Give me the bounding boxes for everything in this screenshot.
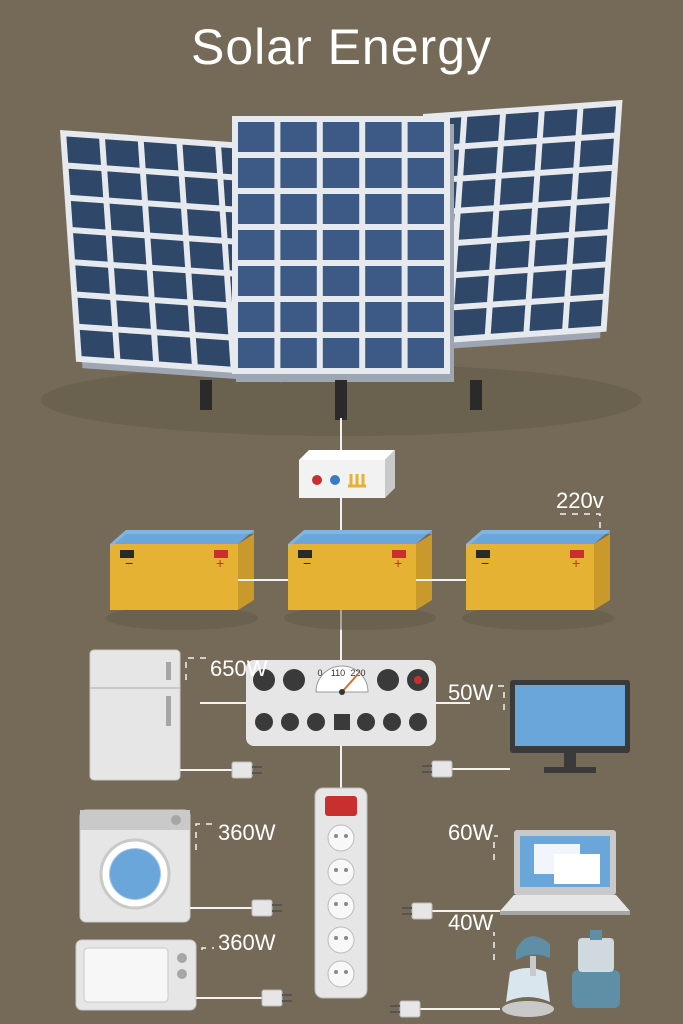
svg-text:−: − [125, 555, 133, 571]
charge-controller [299, 450, 395, 498]
svg-text:+: + [394, 555, 402, 571]
battery: −+ [106, 530, 258, 630]
inverter: 0 110 220 [246, 660, 436, 746]
page-title: Solar Energy [0, 18, 683, 76]
wattage-label-fridge: 650W [210, 656, 267, 682]
battery: −+ [462, 530, 614, 630]
wattage-label-monitor: 50W [448, 680, 493, 706]
svg-text:0: 0 [317, 668, 322, 678]
refrigerator-icon [90, 650, 180, 780]
wattage-label-laptop: 60W [448, 820, 493, 846]
washing-machine-icon [80, 810, 190, 922]
wattage-label-blender: 40W [448, 910, 493, 936]
laptop-icon [500, 830, 630, 915]
svg-text:−: − [303, 555, 311, 571]
svg-text:+: + [572, 555, 580, 571]
battery: −+ [284, 530, 436, 630]
microwave-icon [76, 940, 196, 1010]
svg-text:110: 110 [331, 668, 345, 678]
power-strip [315, 788, 367, 998]
wattage-label-washer: 360W [218, 820, 275, 846]
svg-text:−: − [481, 555, 489, 571]
svg-text:+: + [216, 555, 224, 571]
voltage-label: 220v [556, 488, 604, 514]
solar-panel-center [232, 116, 454, 382]
wattage-label-microwave: 360W [218, 930, 275, 956]
svg-text:220: 220 [350, 668, 365, 678]
